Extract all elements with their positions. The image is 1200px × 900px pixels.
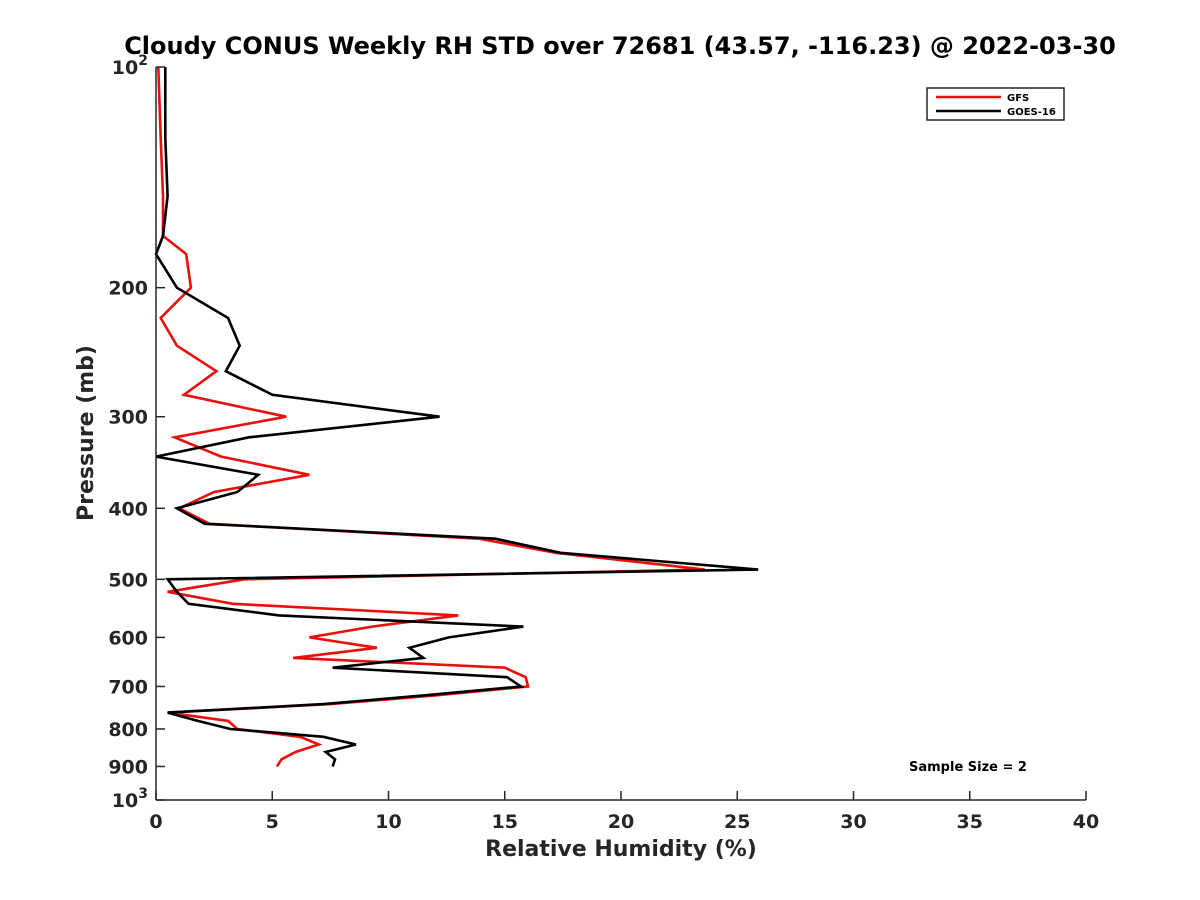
sample-size-annotation: Sample Size = 2 [909,760,1027,775]
legend: GFS GOES-16 [926,87,1065,121]
series-layer [154,66,759,768]
y-tick-label: 600 [108,627,148,649]
y-tick-label: 500 [108,569,148,591]
x-axis-label: Relative Humidity (%) [485,837,757,862]
x-tick-label: 5 [266,811,279,833]
legend-entry: GFS [1007,93,1029,104]
y-tick-label: 103 [112,786,148,812]
y-axis-ticks: 102 200 300 400 500 600 700 800 900 103 [108,53,165,812]
plot-area [156,67,1086,800]
series-line-goes-16 [154,67,759,767]
y-tick-label: 102 [112,53,148,79]
legend-box [926,87,1065,121]
x-tick-label: 35 [957,811,983,833]
y-tick-label: 400 [108,498,148,520]
chart-title: Cloudy CONUS Weekly RH STD over 72681 (4… [124,32,1116,60]
y-tick-label: 800 [108,719,148,741]
y-tick-label: 900 [108,756,148,778]
x-tick-label: 15 [492,811,518,833]
x-tick-label: 0 [149,811,162,833]
legend-entry: GOES-16 [1007,107,1056,118]
y-axis-label: Pressure (mb) [74,345,99,521]
y-tick-label: 300 [108,407,148,429]
y-tick-label: 700 [108,676,148,698]
x-tick-label: 40 [1073,811,1099,833]
x-tick-label: 20 [608,811,634,833]
x-tick-label: 25 [724,811,750,833]
x-axis-ticks: 0 5 10 15 20 25 30 35 40 [149,791,1099,833]
y-tick-label: 200 [108,278,148,300]
x-tick-label: 10 [375,811,401,833]
x-tick-label: 30 [840,811,866,833]
